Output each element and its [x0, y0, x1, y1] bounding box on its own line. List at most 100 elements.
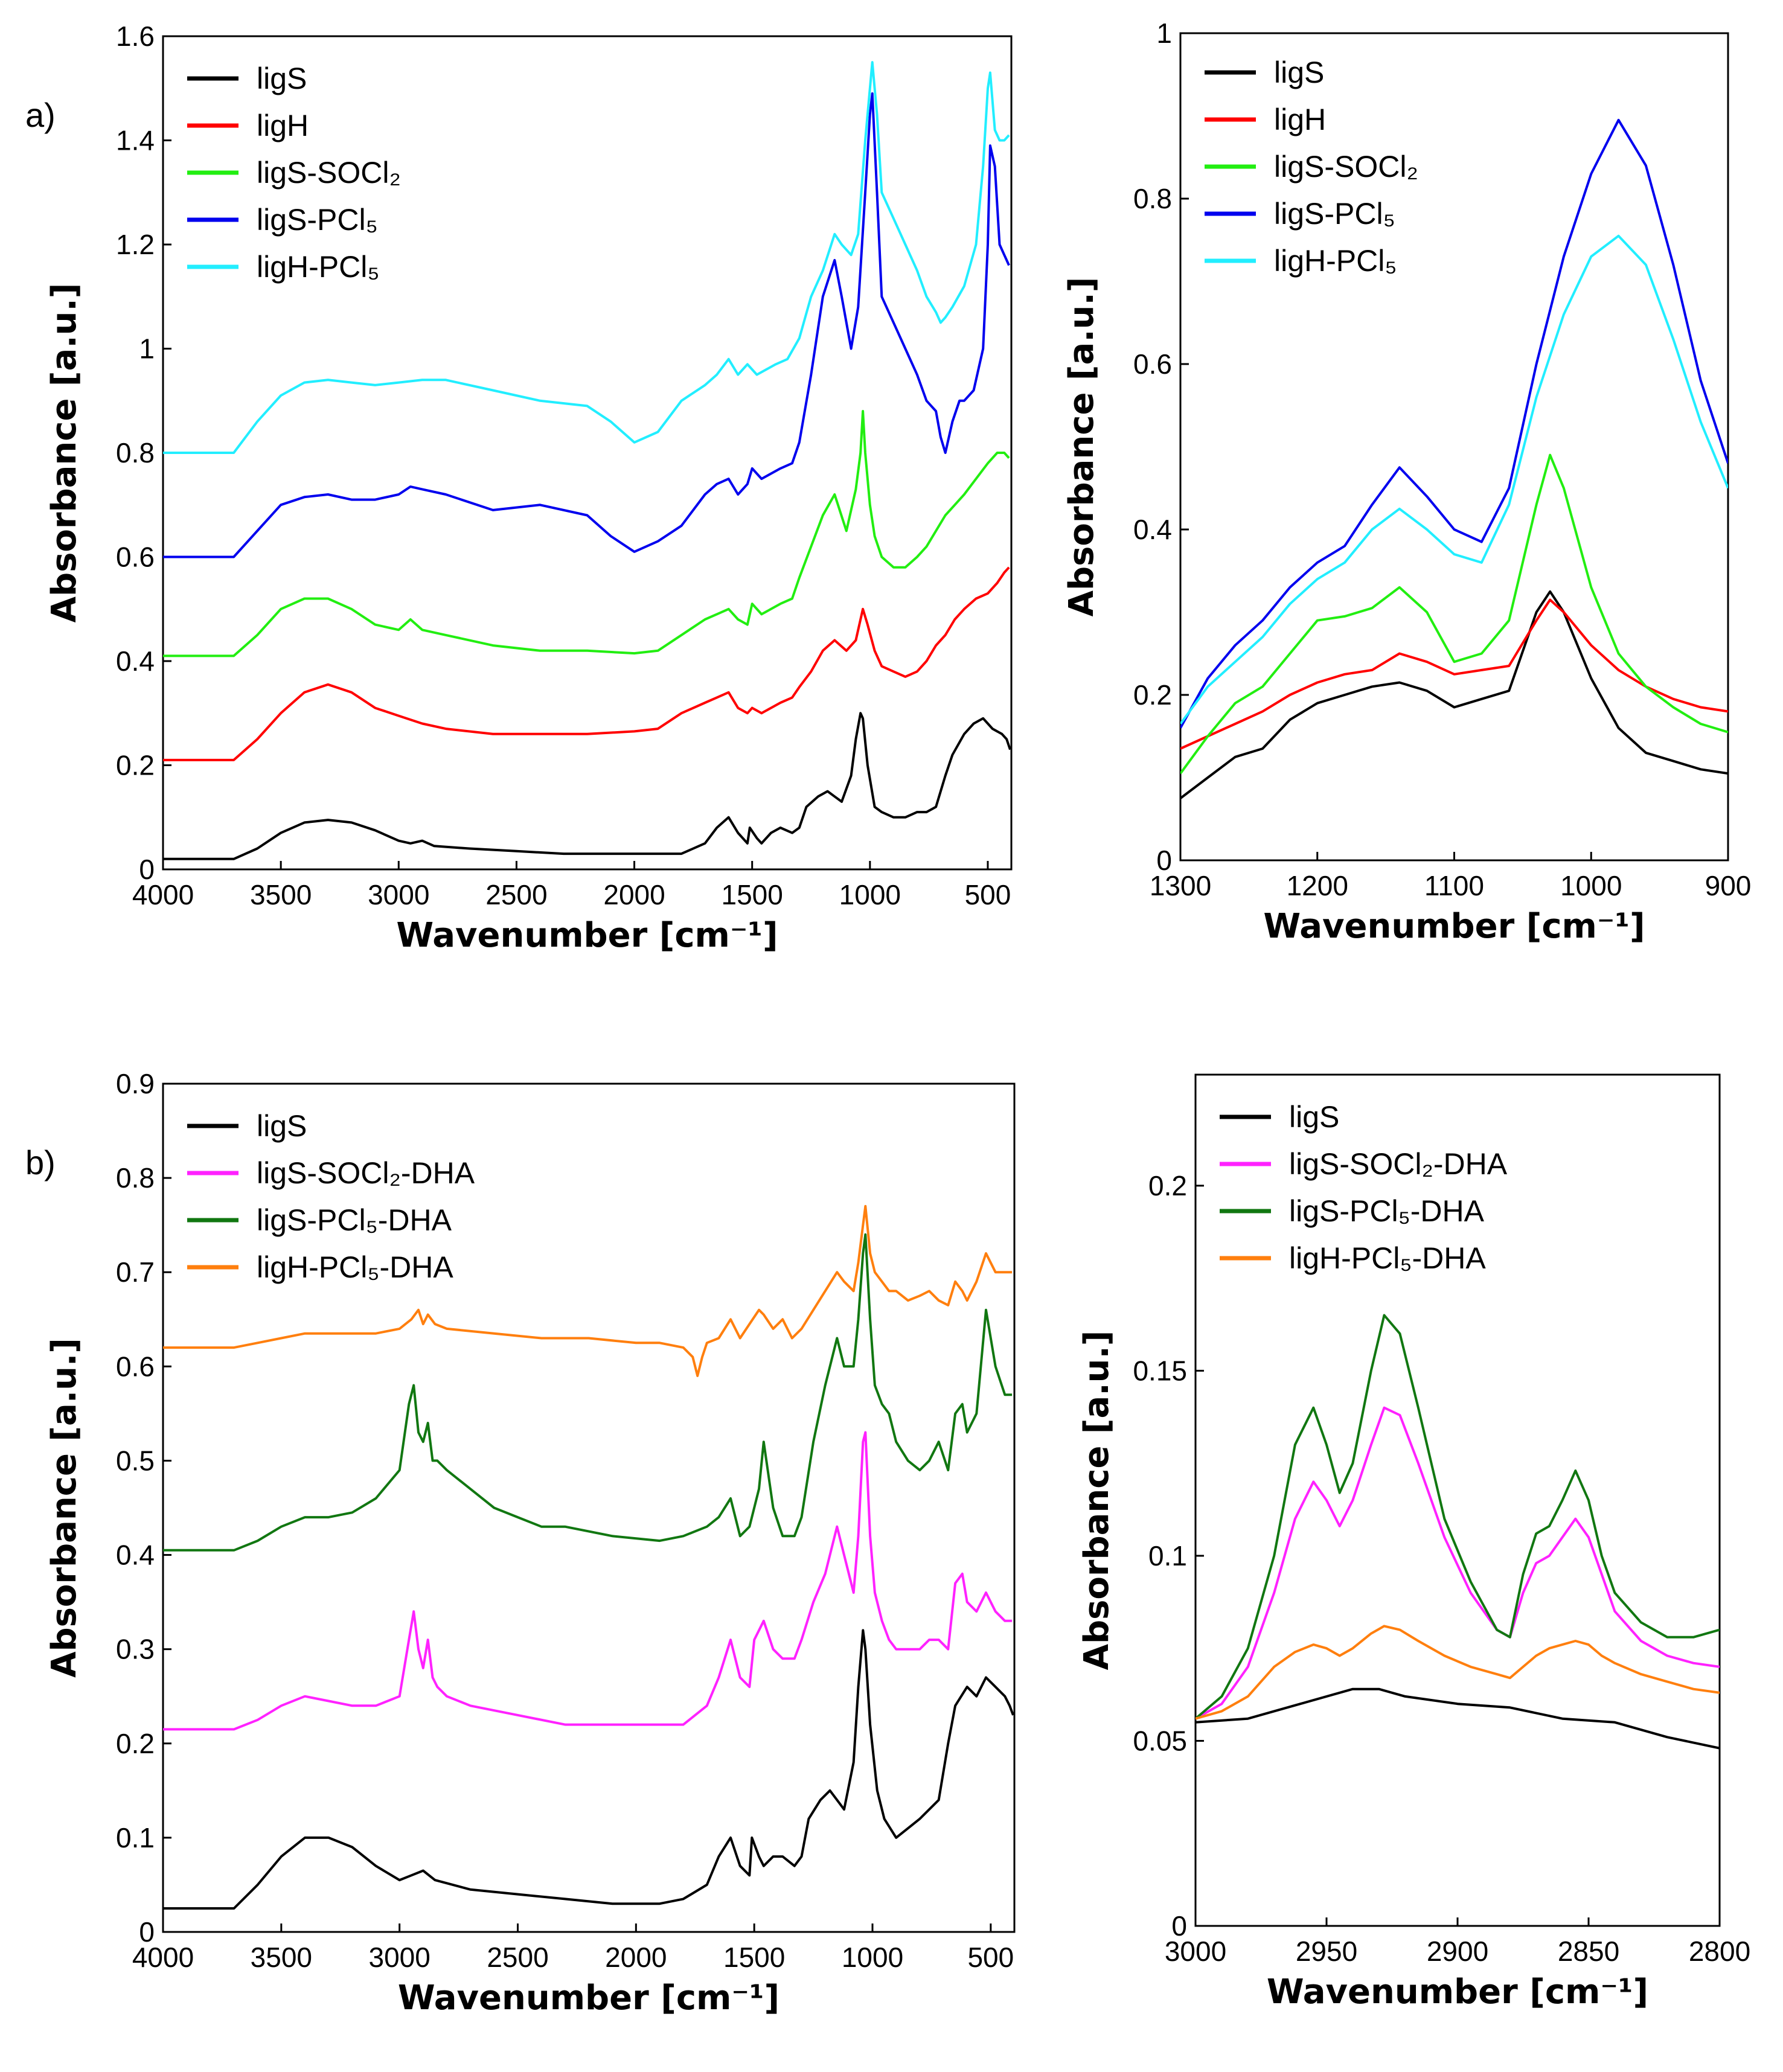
y-tick-label: 0.7: [116, 1256, 155, 1288]
y-tick-label: 0.9: [116, 1068, 155, 1099]
legend-label: ligS: [1289, 1100, 1339, 1134]
x-tick-label: 4000: [132, 879, 194, 910]
x-tick-label: 3000: [1165, 1936, 1226, 1967]
x-tick-label: 500: [965, 879, 1011, 910]
legend-label: ligS-SOCl₂-DHA: [257, 1156, 475, 1190]
x-tick-label: 1500: [723, 1942, 785, 1973]
y-tick-label: 0.2: [116, 750, 155, 781]
x-tick-label: 1300: [1150, 870, 1211, 901]
series-line-2: [163, 1233, 1013, 1552]
y-axis-label: Absorbance [a.u.]: [45, 283, 84, 623]
y-tick-label: 0: [139, 854, 155, 885]
x-tick-label: 1500: [722, 879, 783, 910]
y-tick-label: 0.1: [1148, 1540, 1187, 1572]
y-tick-label: 0: [1171, 1910, 1187, 1942]
x-tick-label: 3000: [368, 1942, 430, 1973]
x-tick-label: 2850: [1558, 1936, 1619, 1967]
plot-frame: [1179, 32, 1729, 862]
legend-label: ligS-PCl₅-DHA: [257, 1203, 452, 1237]
x-tick-label: 4000: [132, 1942, 194, 1973]
x-tick-label: 2900: [1427, 1936, 1488, 1967]
y-tick-label: 0.05: [1133, 1725, 1187, 1756]
y-tick-label: 1: [1156, 18, 1172, 49]
x-tick-label: 2000: [603, 879, 665, 910]
legend-label: ligS-SOCl₂-DHA: [1289, 1147, 1508, 1181]
series-line-1: [163, 1431, 1013, 1731]
legend-label: ligH-PCl₅: [257, 250, 380, 284]
x-tick-label: 1200: [1287, 870, 1348, 901]
y-axis-label: Absorbance [a.u.]: [1077, 1331, 1116, 1671]
y-tick-label: 1: [139, 333, 155, 365]
x-tick-label: 2500: [485, 879, 547, 910]
y-tick-label: 0: [1156, 845, 1172, 876]
y-tick-label: 1.6: [116, 21, 155, 52]
series-line-1: [1196, 1406, 1720, 1720]
series-line-2: [1180, 453, 1728, 775]
y-tick-label: 0.4: [116, 645, 155, 677]
legend-label: ligS: [1274, 56, 1324, 89]
legend-label: ligS: [257, 1109, 307, 1143]
x-tick-label: 1000: [839, 879, 901, 910]
x-axis-label: Wavenumber [cm⁻¹]: [1263, 907, 1645, 946]
x-tick-label: 500: [967, 1942, 1014, 1973]
y-tick-label: 0.6: [116, 1351, 155, 1382]
chart-b-full-spectrum: 0 0.1 0.2 0.3 0.4 0.5 0.6 0.7 0.8 0.9 4000 3500 3000…: [45, 1068, 1016, 2018]
series-line-1: [163, 566, 1010, 761]
x-tick-label: 1000: [1560, 870, 1622, 901]
legend-label: ligS: [257, 62, 307, 95]
legend-label: ligH: [1274, 103, 1326, 136]
chart-a-zoom-1300-900: 0 0.2 0.4 0.6 0.8 1 1300 1200 1100 1000 900 Wavenum…: [1062, 18, 1751, 946]
x-tick-label: 3000: [368, 879, 429, 910]
legend-label: ligS-PCl₅: [257, 203, 378, 237]
series-line-0: [1196, 1687, 1720, 1750]
y-tick-label: 0.8: [116, 1162, 155, 1194]
y-tick-label: 0.6: [1133, 348, 1172, 380]
chart-a-full-spectrum: 0 0.2 0.4 0.6 0.8 1 1.2 1.4 1.6 4000 3500 3000 2500 2…: [45, 21, 1013, 955]
x-axis-label: Wavenumber [cm⁻¹]: [1267, 1972, 1648, 2012]
series-line-2: [1196, 1314, 1720, 1720]
y-tick-label: 0: [139, 1916, 155, 1948]
x-tick-label: 1000: [842, 1942, 903, 1973]
x-tick-label: 2950: [1296, 1936, 1357, 1967]
y-tick-label: 0.3: [116, 1634, 155, 1665]
series-line-3: [163, 92, 1010, 558]
series-line-0: [1180, 590, 1728, 799]
y-axis-label: Absorbance [a.u.]: [1062, 277, 1101, 617]
legend-label: ligS-SOCl₂: [1274, 150, 1418, 184]
series-line-1: [1180, 598, 1728, 750]
legend-label: ligH: [257, 109, 309, 142]
y-tick-label: 0.8: [116, 437, 155, 468]
y-tick-label: 0.2: [116, 1728, 155, 1759]
x-tick-label: 1100: [1424, 870, 1484, 901]
x-axis-label: Wavenumber [cm⁻¹]: [396, 916, 778, 955]
x-tick-label: 3500: [250, 879, 312, 910]
y-tick-label: 1.4: [116, 125, 155, 156]
x-tick-label: 2000: [605, 1942, 667, 1973]
series-line-0: [163, 712, 1011, 860]
chart-b-zoom-3000-2800: 0 0.05 0.1 0.15 0.2 3000 2950 2900 2850 2800 Waven…: [1077, 1073, 1750, 2012]
series-line-4: [1180, 234, 1728, 725]
series-line-2: [163, 410, 1010, 657]
y-tick-label: 0.15: [1133, 1355, 1187, 1386]
x-tick-label: 2500: [487, 1942, 548, 1973]
series-line-3: [1180, 118, 1728, 729]
x-tick-label: 3500: [251, 1942, 312, 1973]
legend-label: ligS-PCl₅: [1274, 197, 1395, 231]
y-tick-label: 0.2: [1133, 679, 1172, 711]
series-line-0: [163, 1629, 1014, 1910]
x-tick-label: 900: [1705, 870, 1752, 901]
y-tick-label: 1.2: [116, 229, 155, 260]
y-tick-label: 0.5: [116, 1445, 155, 1476]
y-tick-label: 0.4: [116, 1540, 155, 1571]
legend-label: ligS-SOCl₂: [257, 156, 401, 190]
series-line-3: [1196, 1625, 1720, 1720]
y-tick-label: 0.8: [1133, 183, 1172, 214]
legend-label: ligH-PCl₅: [1274, 244, 1397, 278]
legend-label: ligS-PCl₅-DHA: [1289, 1194, 1485, 1228]
series-line-3: [163, 1204, 1013, 1377]
panel-label-a: a): [25, 96, 56, 134]
y-tick-label: 0.4: [1133, 514, 1172, 545]
y-axis-label: Absorbance [a.u.]: [45, 1338, 84, 1678]
x-tick-label: 2800: [1689, 1936, 1750, 1967]
